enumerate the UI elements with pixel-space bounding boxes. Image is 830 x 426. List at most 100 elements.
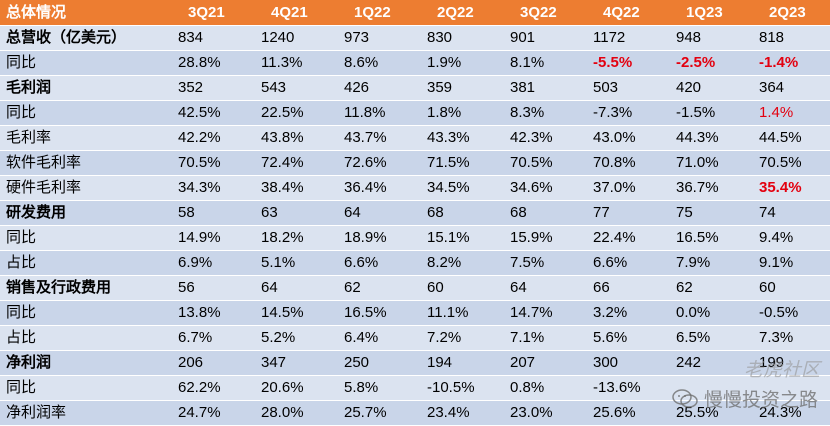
table-cell: 973 bbox=[332, 25, 415, 51]
table-cell: 5.8% bbox=[332, 375, 415, 401]
table-cell: 63 bbox=[249, 200, 332, 226]
table-cell: 503 bbox=[581, 75, 664, 101]
table-row: 占比 6.7% 5.2% 6.4% 7.2% 7.1% 5.6% 6.5% 7.3% bbox=[0, 325, 830, 351]
table-cell: 948 bbox=[664, 25, 747, 51]
table-cell: 347 bbox=[249, 350, 332, 376]
table-cell: 5.6% bbox=[581, 325, 664, 351]
header-quarter: 3Q21 bbox=[166, 0, 249, 26]
table-cell: 71.5% bbox=[415, 150, 498, 176]
table-cell: -2.5% bbox=[664, 50, 747, 76]
table-cell: 6.7% bbox=[166, 325, 249, 351]
table-cell: 70.5% bbox=[498, 150, 581, 176]
table-cell: 22.5% bbox=[249, 100, 332, 126]
row-label: 净利润率 bbox=[0, 400, 166, 426]
table-cell: 25.7% bbox=[332, 400, 415, 426]
table-cell: 359 bbox=[415, 75, 498, 101]
table-cell: 62 bbox=[664, 275, 747, 301]
table-cell: 18.2% bbox=[249, 225, 332, 251]
table-cell bbox=[747, 375, 830, 401]
table-cell: 8.3% bbox=[498, 100, 581, 126]
table-cell: 7.3% bbox=[747, 325, 830, 351]
table-cell: 60 bbox=[747, 275, 830, 301]
table-cell: 206 bbox=[166, 350, 249, 376]
table-cell: 42.5% bbox=[166, 100, 249, 126]
table-cell: 71.0% bbox=[664, 150, 747, 176]
table-cell: 70.8% bbox=[581, 150, 664, 176]
table-cell: 14.5% bbox=[249, 300, 332, 326]
table-row: 同比 62.2% 20.6% 5.8% -10.5% 0.8% -13.6% bbox=[0, 375, 830, 401]
table-row: 毛利润 352 543 426 359 381 503 420 364 bbox=[0, 75, 830, 101]
header-quarter: 2Q22 bbox=[415, 0, 498, 26]
table-cell: 8.1% bbox=[498, 50, 581, 76]
table-cell: 15.9% bbox=[498, 225, 581, 251]
table-cell: 15.1% bbox=[415, 225, 498, 251]
table-row: 软件毛利率 70.5% 72.4% 72.6% 71.5% 70.5% 70.8% 71.0%… bbox=[0, 150, 830, 176]
table-cell: 1.8% bbox=[415, 100, 498, 126]
table-cell: 43.7% bbox=[332, 125, 415, 151]
table-cell: 901 bbox=[498, 25, 581, 51]
table-cell: 16.5% bbox=[664, 225, 747, 251]
table-cell: 543 bbox=[249, 75, 332, 101]
table-cell: 25.6% bbox=[581, 400, 664, 426]
table-cell: 56 bbox=[166, 275, 249, 301]
table-cell: 11.3% bbox=[249, 50, 332, 76]
table-cell: 44.5% bbox=[747, 125, 830, 151]
table-row: 销售及行政费用 56 64 62 60 64 66 62 60 bbox=[0, 275, 830, 301]
table-cell: 20.6% bbox=[249, 375, 332, 401]
table-cell: 7.1% bbox=[498, 325, 581, 351]
table-cell: 364 bbox=[747, 75, 830, 101]
table-row: 总营收（亿美元） 834 1240 973 830 901 1172 948 818 bbox=[0, 25, 830, 51]
table-cell: 199 bbox=[747, 350, 830, 376]
row-label: 同比 bbox=[0, 300, 166, 326]
table-cell: 0.0% bbox=[664, 300, 747, 326]
header-quarter: 4Q22 bbox=[581, 0, 664, 26]
table-cell: 3.2% bbox=[581, 300, 664, 326]
table-cell: 5.2% bbox=[249, 325, 332, 351]
table-cell: 830 bbox=[415, 25, 498, 51]
table-row: 毛利率 42.2% 43.8% 43.7% 43.3% 42.3% 43.0% 44.3% 44… bbox=[0, 125, 830, 151]
row-label: 总营收（亿美元） bbox=[0, 25, 166, 51]
table-cell: 352 bbox=[166, 75, 249, 101]
table-cell: 207 bbox=[498, 350, 581, 376]
row-label: 净利润 bbox=[0, 350, 166, 376]
table-cell: 23.0% bbox=[498, 400, 581, 426]
table-cell: 7.2% bbox=[415, 325, 498, 351]
table-cell: 1.4% bbox=[747, 100, 830, 126]
table-body: 总营收（亿美元） 834 1240 973 830 901 1172 948 818 同比 28.8… bbox=[0, 25, 830, 426]
table-cell: 72.4% bbox=[249, 150, 332, 176]
row-label: 同比 bbox=[0, 100, 166, 126]
table-cell: 5.1% bbox=[249, 250, 332, 276]
table-cell: 300 bbox=[581, 350, 664, 376]
table-row: 净利润率 24.7% 28.0% 25.7% 23.4% 23.0% 25.6% 25.5% 2… bbox=[0, 400, 830, 426]
table-cell: 1.9% bbox=[415, 50, 498, 76]
table-cell: 14.7% bbox=[498, 300, 581, 326]
table-cell: 28.0% bbox=[249, 400, 332, 426]
table-cell: 11.8% bbox=[332, 100, 415, 126]
table-cell: 7.5% bbox=[498, 250, 581, 276]
table-cell: 6.5% bbox=[664, 325, 747, 351]
table-cell: 22.4% bbox=[581, 225, 664, 251]
watermark: 慢慢投资之路 bbox=[672, 385, 818, 412]
row-label: 销售及行政费用 bbox=[0, 275, 166, 301]
header-quarter: 1Q22 bbox=[332, 0, 415, 26]
row-label: 毛利润 bbox=[0, 75, 166, 101]
table-cell: 1172 bbox=[581, 25, 664, 51]
row-label: 研发费用 bbox=[0, 200, 166, 226]
table-cell: 16.5% bbox=[332, 300, 415, 326]
watermark-site: 老虎社区 bbox=[743, 359, 820, 381]
table-row: 同比 28.8% 11.3% 8.6% 1.9% 8.1% -5.5% -2.5% -1.4% bbox=[0, 50, 830, 76]
watermark-text: 慢慢投资之路 bbox=[703, 389, 818, 411]
table-cell: 1240 bbox=[249, 25, 332, 51]
table-cell: 58 bbox=[166, 200, 249, 226]
table-cell: 18.9% bbox=[332, 225, 415, 251]
table-cell: -5.5% bbox=[581, 50, 664, 76]
table-cell: 34.3% bbox=[166, 175, 249, 201]
table-cell: 68 bbox=[498, 200, 581, 226]
row-label: 占比 bbox=[0, 250, 166, 276]
table-cell: 70.5% bbox=[166, 150, 249, 176]
table-cell: 28.8% bbox=[166, 50, 249, 76]
table-row: 占比 6.9% 5.1% 6.6% 8.2% 7.5% 6.6% 7.9% 9.1% bbox=[0, 250, 830, 276]
table-cell: 24.7% bbox=[166, 400, 249, 426]
table-cell: -13.6% bbox=[581, 375, 664, 401]
